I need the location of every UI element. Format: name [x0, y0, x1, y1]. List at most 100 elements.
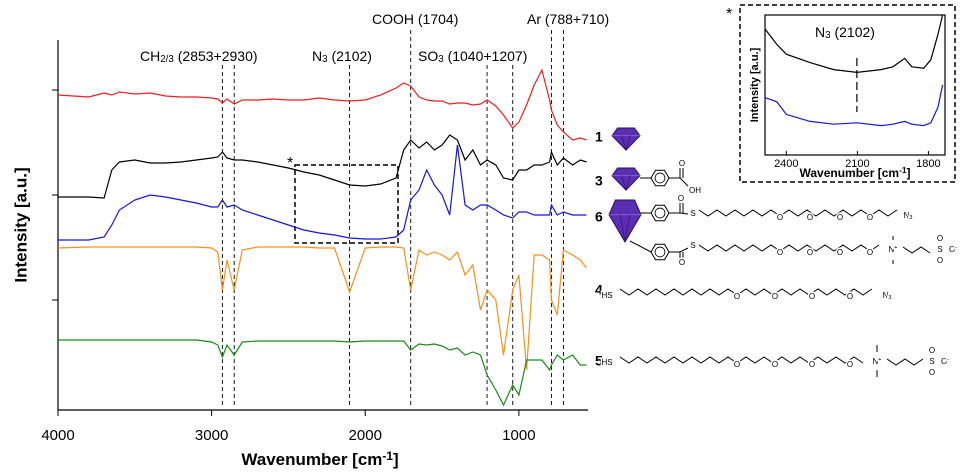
inset-box [739, 4, 956, 183]
x-axis-title: Wavenumber [cm-1] [799, 165, 910, 180]
atom-label: S [929, 357, 934, 366]
bond [669, 247, 689, 253]
annotation-label-part: Ar (788+710) [527, 11, 609, 27]
atom-label: O [772, 360, 778, 369]
atom-label: O [847, 292, 853, 301]
atom-label: O [867, 213, 873, 222]
atom-label: O [809, 292, 815, 301]
series-line [58, 144, 587, 241]
atom-label: O [807, 248, 813, 257]
atom-label: OH [689, 186, 701, 195]
atom-label-part: O [949, 245, 955, 254]
bond [650, 204, 670, 222]
annotation-label-sub: 3 [322, 54, 328, 65]
bond [698, 244, 880, 252]
x-tick-label: 1800 [916, 158, 940, 170]
x-axis-title-part: ] [907, 166, 911, 180]
x-axis-title-part: ] [393, 450, 399, 469]
gem-facet [621, 135, 631, 152]
ring-inner [654, 172, 666, 184]
x-tick-label: 2400 [774, 158, 798, 170]
annotation-label-part: CH [140, 48, 160, 64]
atom-label-sup: + [878, 357, 881, 363]
bond [886, 358, 924, 366]
atom-label: HS [601, 358, 612, 367]
atom-label: O [678, 194, 684, 203]
gem-body [611, 127, 641, 151]
ring-inner [654, 207, 666, 219]
x-tick-label: 4000 [41, 427, 74, 444]
bond [669, 177, 689, 187]
bond [669, 212, 689, 215]
x-tick-label: 2000 [349, 427, 382, 444]
atom-label: O [867, 248, 873, 257]
x-axis-title-sup: -1 [382, 449, 393, 463]
atom-label: O [734, 360, 740, 369]
atom-label: O [837, 248, 843, 257]
atom-label: O [929, 346, 935, 355]
atom-label: O [807, 213, 813, 222]
atom-label: O [937, 256, 943, 265]
atom-label: N3 [904, 211, 913, 221]
y-axis-title: Intensity [a.u.] [11, 167, 30, 282]
atom-label: O [837, 213, 843, 222]
x-tick-label: 1000 [502, 427, 535, 444]
annotation-label-part: N [312, 48, 322, 64]
atom-label: O- [941, 357, 949, 366]
legend-label: 6 [595, 209, 603, 225]
atom-label: O [734, 292, 740, 301]
annotation-label-sub: 3 [438, 54, 444, 65]
legend-label: 5 [595, 353, 603, 369]
x-axis-title-part: Wavenumber [cm [241, 450, 382, 469]
inset-title-part: N [815, 24, 825, 40]
x-axis-title: Wavenumber [cm-1] [241, 449, 398, 470]
inset-frame [764, 14, 946, 156]
gem-facet [621, 175, 631, 192]
annotation-label-sub: 2/3 [160, 54, 174, 65]
atom-label-sup: - [955, 245, 957, 251]
atom-label-part: O [941, 357, 947, 366]
atom-label-sub: 3 [888, 295, 891, 301]
gem-facet [619, 214, 631, 243]
zoom-marker: * [287, 155, 293, 172]
series-line [764, 14, 944, 74]
series-line [57, 68, 587, 141]
bond [650, 169, 670, 187]
series-line [58, 339, 587, 407]
atom-label: HS [601, 291, 612, 300]
annotation-label-part: SO [418, 48, 438, 64]
atom-label: O [937, 234, 943, 243]
annotation-label: N3 (2102) [312, 48, 372, 65]
x-tick-label: 3000 [195, 427, 228, 444]
inset-title-part: (2102) [831, 24, 875, 40]
atom-label-sup: - [947, 357, 949, 363]
series-line [57, 246, 587, 371]
annotation-label-part: (2102) [328, 48, 372, 64]
legend-label: 1 [595, 129, 603, 145]
y-axis-title: Intensity [a.u.] [749, 47, 761, 122]
atom-label: O [679, 159, 685, 168]
atom-label: O [809, 360, 815, 369]
atom-label-part: N [888, 245, 894, 254]
atom-label: O [777, 248, 783, 257]
atom-label: O- [949, 245, 957, 254]
annotation-label-part: (2853+2930) [174, 48, 258, 64]
annotation-label-part: COOH (1704) [372, 11, 458, 27]
gem-body [608, 199, 642, 243]
legend-label: 4 [595, 282, 603, 298]
bond [650, 243, 670, 261]
gem-icon [611, 127, 641, 152]
inset-title: N3 (2102) [815, 24, 875, 41]
atom-label: N+ [888, 245, 897, 254]
annotation-label: CH2/3 (2853+2930) [140, 48, 258, 65]
bond [629, 240, 652, 253]
atom-label: O [772, 292, 778, 301]
atom-label: O [679, 258, 685, 267]
x-tick-label: 2100 [845, 158, 869, 170]
inset-marker: * [726, 6, 732, 23]
x-axis-title-sup: -1 [899, 165, 907, 175]
bond [619, 356, 864, 364]
gem-icon [611, 167, 641, 192]
bond [698, 209, 898, 217]
series-line [58, 134, 587, 199]
